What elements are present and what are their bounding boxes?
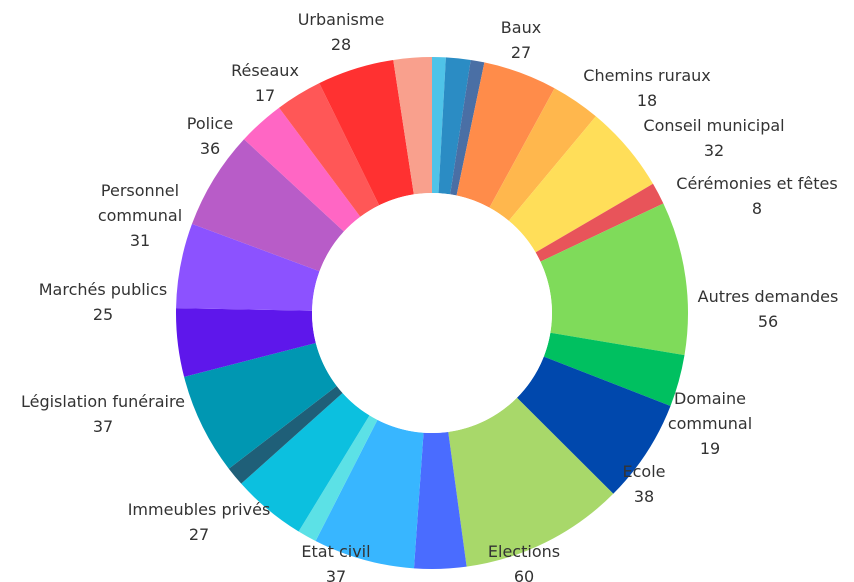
label-line: Autres demandes [698,287,839,306]
donut-segments [176,57,688,569]
slice-conseil-municipal-5 [508,116,654,253]
label-domaine: Domaine communal 19 [668,389,752,458]
label-police: Police 36 [187,114,233,158]
label-reseaux: Réseaux 17 [231,61,299,105]
label-line: 18 [637,91,657,110]
label-line: 17 [255,86,275,105]
slice-ceremonies-et-fetes-7 [535,183,664,262]
label-urbanisme: Urbanisme 28 [298,10,385,54]
slice-marches-publics-18 [176,308,316,377]
label-line: 32 [704,141,724,160]
label-line: 31 [130,231,150,250]
label-legislation-funeraire: Législation funéraire 37 [21,392,185,436]
label-line: 60 [514,567,534,582]
label-line: Conseil municipal [643,116,784,135]
label-line: 56 [758,312,778,331]
label-autres-demandes: Autres demandes 56 [698,287,839,331]
label-chemins-ruraux: Chemins ruraux 18 [583,66,710,110]
slice-unlabeled-2 [450,59,485,196]
slice-legislation-funeraire-17 [184,342,337,469]
slice-unlabeled-14 [298,415,378,542]
label-line: Police [187,114,233,133]
label-line: Marchés publics [39,280,168,299]
slice-ecole-10 [516,356,671,494]
label-line: 36 [200,139,220,158]
label-line: Immeubles privés [128,500,271,519]
label-line: Etat civil [301,542,370,561]
label-line: 8 [752,199,762,218]
slice-reseaux-22 [279,83,380,217]
slice-unlabeled-24 [393,57,432,195]
slice-unlabeled-12 [413,431,467,569]
label-elections: Elections 60 [488,542,560,582]
label-line: 28 [331,35,351,54]
slice-elections-11 [448,397,614,567]
slice-unlabeled-16 [228,385,343,484]
label-conseil-municipal: Conseil municipal 32 [643,116,784,160]
label-line: Ecole [623,462,666,481]
label-line: Elections [488,542,560,561]
label-line: Domaine [674,389,746,408]
slice-etat-civil-13 [315,419,424,569]
label-line: Urbanisme [298,10,385,29]
label-line: 27 [189,525,209,544]
label-line: 25 [93,305,113,324]
slice-immeubles-prives-15 [241,393,370,532]
slice-chemins-ruraux-4 [489,88,596,221]
label-line: Législation funéraire [21,392,185,411]
label-line: Personnel [101,181,179,200]
label-line: Chemins ruraux [583,66,710,85]
label-line: 37 [93,417,113,436]
slice-unlabeled-21 [244,107,361,232]
slice-domaine-communal-9 [543,332,685,406]
label-immeubles-prives: Immeubles privés 27 [128,500,271,544]
label-baux: Baux 27 [501,18,541,62]
slice-baux-3 [456,62,555,208]
label-line: Réseaux [231,61,299,80]
label-etat-civil: Etat civil 37 [301,542,370,582]
label-line: 19 [700,439,720,458]
label-personnel: Personnel communal 31 [98,181,182,250]
label-ceremonies-et-fetes: Cérémonies et fêtes 8 [676,174,837,218]
slice-autres-demandes-8 [540,203,688,356]
segment-labels: Urbanisme 28 Baux 27 Réseaux 17 Chemins ruraux… [21,10,838,582]
slice-personnel-communal-19 [176,223,320,311]
label-line: communal [668,414,752,433]
label-ecole: Ecole 38 [623,462,666,506]
slice-unlabeled-0 [432,57,446,194]
label-line: 38 [634,487,654,506]
slice-unlabeled-1 [438,57,471,195]
label-line: communal [98,206,182,225]
label-line: 27 [511,43,531,62]
label-marches-publics: Marchés publics 25 [39,280,168,324]
slice-urbanisme-23 [319,59,414,206]
slice-police-20 [191,139,344,272]
label-line: Cérémonies et fêtes [676,174,837,193]
donut-hole [312,193,552,433]
label-line: 37 [326,567,346,582]
label-line: Baux [501,18,541,37]
